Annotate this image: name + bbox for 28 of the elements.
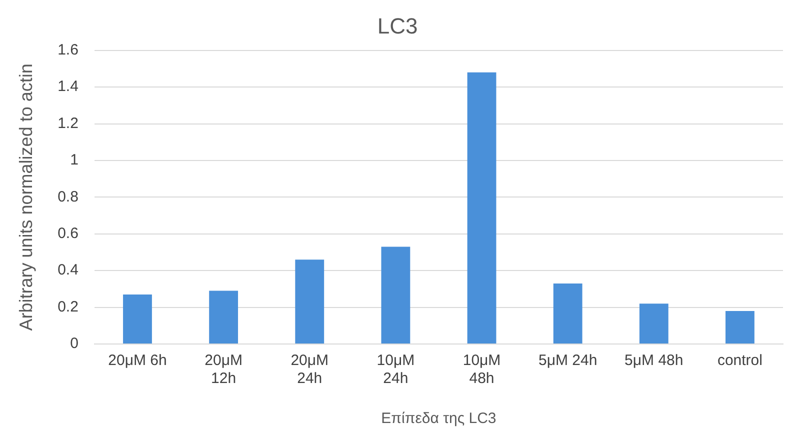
y-tick-label: 1.6 [58, 42, 78, 59]
y-tick-label: 0.4 [58, 262, 78, 279]
y-tick-label: 1.2 [58, 114, 78, 132]
x-tick-label: 10μM 48h [462, 352, 501, 388]
y-tick-label: 0.2 [58, 298, 78, 316]
bar [553, 283, 582, 344]
x-tick-label: 5μM 48h [624, 352, 684, 370]
bar [123, 294, 152, 344]
x-tick-label: 20μM 24h [290, 352, 329, 388]
x-tick-label: 10μM 24h [376, 352, 415, 388]
x-tick-label: 5μM 24h [538, 352, 598, 370]
bar [295, 260, 324, 344]
x-axis-title: Επίπεδα της LC3 [381, 410, 496, 428]
x-tick-label: 20μM 12h [204, 352, 242, 388]
y-tick-label: 0.8 [58, 188, 78, 206]
y-tick-label: 0.6 [58, 225, 78, 242]
bar [467, 72, 496, 344]
bar [209, 290, 238, 344]
bar [381, 246, 410, 344]
x-tick-label: control [717, 352, 762, 370]
y-tick-label: 1.4 [58, 78, 78, 96]
y-tick-label: 0 [70, 335, 78, 352]
y-tick-label: 1 [70, 152, 78, 169]
bar [639, 304, 668, 344]
y-axis-title: Arbitrary units normalized to actin [16, 64, 36, 331]
chart-title: LC3 [377, 13, 418, 38]
bar [726, 310, 754, 344]
x-tick-label: 20μM 6h [108, 352, 167, 370]
